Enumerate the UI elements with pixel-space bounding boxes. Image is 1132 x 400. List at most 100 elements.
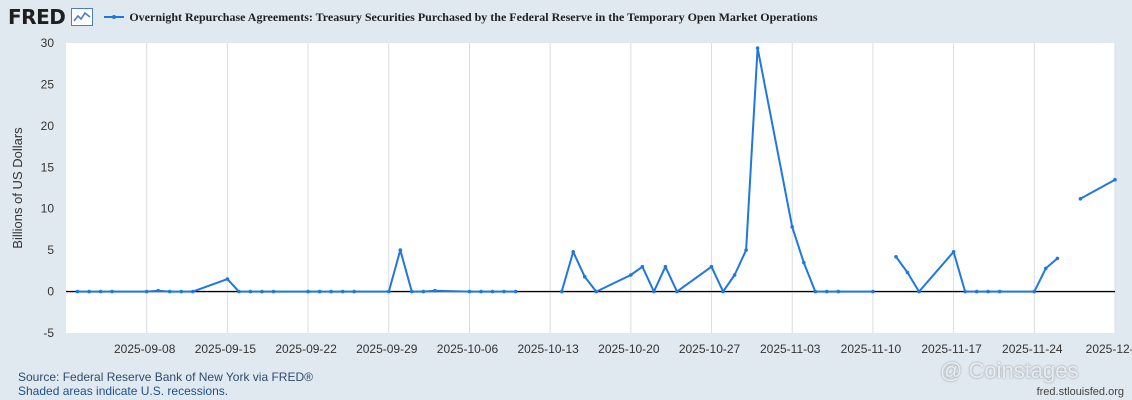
- data-point: [871, 289, 875, 294]
- data-point: [513, 289, 518, 294]
- watermark: @ Coinstages: [940, 358, 1079, 384]
- x-tick-label: 2025-11-17: [921, 342, 982, 356]
- data-point: [663, 264, 668, 269]
- data-point: [1113, 177, 1117, 182]
- data-point: [905, 270, 910, 275]
- data-point: [144, 289, 149, 294]
- line-chart-icon: [71, 8, 94, 26]
- x-tick-label: 2025-11-10: [841, 342, 902, 356]
- data-point: [237, 289, 241, 294]
- data-point: [629, 273, 633, 277]
- x-tick-label: 2025-09-22: [275, 342, 337, 356]
- data-point: [329, 289, 333, 294]
- data-point: [179, 289, 184, 294]
- data-point: [502, 289, 506, 294]
- data-point: [225, 277, 230, 281]
- plot-area: [66, 43, 1115, 333]
- x-tick-label: 2025-12-0: [1086, 342, 1132, 356]
- data-point: [490, 289, 495, 294]
- data-point: [571, 250, 575, 254]
- y-tick-label: -5: [43, 326, 54, 340]
- x-axis-ticks: 2025-09-08 2025-09-15 2025-09-22 2025-09-29…: [114, 342, 1132, 356]
- watermark-text: @ Coinstages: [940, 358, 1079, 383]
- data-point: [98, 289, 103, 294]
- data-point: [398, 248, 403, 252]
- data-point: [306, 289, 310, 294]
- legend: Overnight Repurchase Agreements: Treasur…: [103, 9, 818, 25]
- data-point: [260, 289, 264, 294]
- y-tick-label: 5: [47, 243, 54, 257]
- y-tick-label: 0: [47, 285, 54, 299]
- x-tick-label: 2025-10-20: [598, 342, 660, 356]
- x-tick-label: 2025-09-15: [195, 342, 257, 356]
- y-tick-label: 15: [41, 160, 55, 174]
- data-point: [559, 289, 564, 294]
- data-point: [87, 289, 91, 294]
- data-point: [652, 289, 656, 294]
- x-tick-label: 2025-11-03: [760, 342, 821, 356]
- data-point: [582, 274, 587, 279]
- data-point: [974, 289, 979, 294]
- data-point: [421, 289, 426, 294]
- x-tick-label: 2025-10-13: [517, 342, 579, 356]
- data-point: [1055, 256, 1060, 261]
- source-url[interactable]: fred.stlouisfed.org: [1036, 386, 1124, 398]
- footer-source-block: Source: Federal Reserve Bank of New York…: [18, 370, 313, 398]
- y-tick-label: 25: [41, 77, 55, 91]
- data-point: [640, 264, 645, 269]
- data-point: [479, 289, 483, 294]
- data-point: [721, 289, 725, 294]
- data-point: [732, 273, 737, 277]
- data-point: [75, 289, 80, 294]
- data-point: [802, 260, 806, 265]
- y-tick-label: 30: [41, 36, 55, 50]
- x-tick-label: 2025-11-24: [1002, 342, 1063, 356]
- chart-header: FRED Overnight Repurchase Agreements: Tr…: [8, 4, 818, 30]
- data-point: [1044, 266, 1048, 271]
- data-point: [894, 255, 898, 259]
- data-point: [433, 288, 437, 293]
- data-point: [813, 289, 818, 294]
- data-point: [986, 289, 990, 294]
- series-line-segment: [560, 47, 873, 293]
- series-line: [75, 46, 1117, 294]
- data-point: [271, 289, 276, 294]
- grid-lines: [146, 43, 1116, 333]
- data-point: [963, 289, 967, 294]
- data-point: [167, 289, 172, 294]
- data-point: [352, 289, 357, 294]
- data-point: [317, 289, 322, 294]
- data-point: [594, 289, 599, 294]
- data-point: [790, 225, 794, 229]
- data-point: [917, 289, 921, 294]
- x-tick-label: 2025-09-08: [114, 342, 176, 356]
- x-tick-label: 2025-09-29: [356, 342, 418, 356]
- data-point: [951, 250, 956, 254]
- y-tick-label: 20: [41, 119, 55, 133]
- source-note: Source: Federal Reserve Bank of New York…: [18, 370, 313, 384]
- data-point: [191, 289, 195, 294]
- x-tick-label: 2025-10-06: [437, 342, 499, 356]
- recession-note[interactable]: Shaded areas indicate U.S. recessions.: [18, 384, 229, 398]
- legend-line-icon: [104, 15, 125, 19]
- legend-series-label: Overnight Repurchase Agreements: Treasur…: [129, 9, 818, 24]
- data-point: [467, 289, 472, 294]
- data-point: [340, 289, 345, 294]
- data-point: [156, 288, 160, 293]
- y-axis-title: Billions of US Dollars: [10, 127, 25, 249]
- data-point: [997, 289, 1002, 294]
- data-point: [675, 289, 679, 294]
- data-point: [1078, 197, 1083, 201]
- series-line-segment: [1079, 178, 1116, 200]
- data-point: [836, 289, 841, 294]
- data-point: [755, 46, 760, 50]
- y-tick-label: 10: [41, 202, 55, 216]
- data-point: [110, 289, 114, 294]
- data-point: [248, 289, 253, 294]
- data-point: [1032, 289, 1037, 294]
- data-point: [387, 289, 391, 294]
- data-point: [825, 289, 829, 294]
- fred-logo: FRED: [8, 5, 66, 29]
